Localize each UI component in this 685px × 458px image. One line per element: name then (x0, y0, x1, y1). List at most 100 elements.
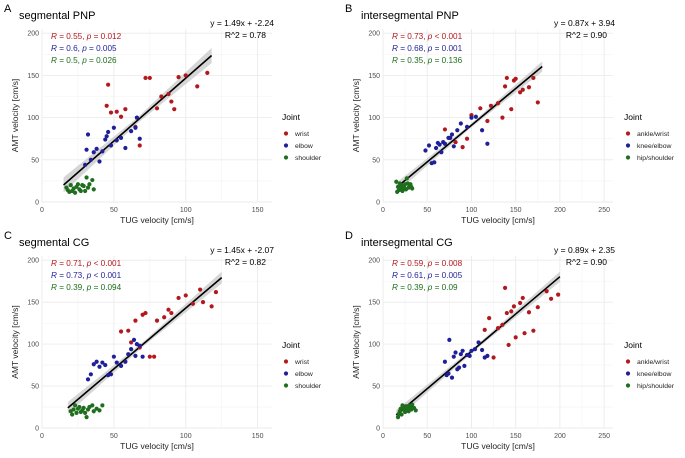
data-point (513, 76, 518, 81)
x-tick-label: 0 (381, 433, 385, 440)
data-point (134, 115, 139, 120)
data-point (526, 85, 532, 90)
legend-label: knee/elbow (637, 143, 671, 150)
stat-annotation-hip-shoulder: R = 0.35, p = 0.136 (392, 56, 463, 65)
x-axis-label: TUG velocity [cm/s] (461, 215, 535, 225)
data-point (464, 124, 470, 129)
data-point (81, 405, 86, 410)
data-point (126, 352, 131, 357)
data-point (453, 350, 458, 355)
chart-panel-a: 0 50 100 150 0 50 100 150 200 TUG velocity [cm/s]… (4, 3, 322, 225)
data-point (129, 347, 134, 352)
data-point (78, 188, 83, 194)
data-point (83, 162, 88, 167)
data-point (460, 348, 465, 353)
x-tick-label: 250 (598, 207, 610, 214)
data-point (462, 363, 467, 369)
panel-title: intersegmental PNP (361, 10, 459, 22)
data-point (520, 295, 525, 301)
y-tick-label: 150 (368, 300, 380, 307)
data-point (556, 292, 561, 297)
data-point (85, 185, 91, 190)
data-point (432, 160, 437, 165)
y-tick-label: 200 (27, 258, 39, 265)
data-point (154, 106, 160, 111)
data-point (479, 128, 485, 133)
data-point (162, 315, 167, 320)
x-tick-label: 0 (40, 207, 44, 214)
data-point (74, 410, 79, 415)
x-tick-label: 100 (466, 433, 478, 440)
data-point (137, 343, 142, 348)
data-point (114, 360, 119, 365)
data-point (103, 137, 108, 142)
legend-label: wrist (294, 359, 309, 366)
data-point (447, 337, 452, 343)
data-point (84, 147, 89, 152)
legend-marker (625, 359, 631, 364)
data-point (100, 403, 105, 408)
legend-label: shoulder (295, 155, 322, 162)
x-tick-label: 50 (110, 207, 118, 214)
data-point (491, 355, 496, 360)
y-tick-label: 150 (368, 73, 380, 80)
data-point (190, 301, 196, 306)
regression-line (395, 276, 561, 416)
data-point (455, 128, 460, 133)
panel-letter: B (345, 3, 352, 15)
legend-marker (625, 143, 631, 148)
stat-annotation-wrist: R = 0.55, p = 0.012 (51, 32, 122, 41)
y-tick-label: 100 (368, 115, 380, 122)
data-point (84, 414, 89, 420)
series-hip-shoulder (394, 176, 415, 194)
data-point (400, 188, 405, 194)
data-point (126, 328, 131, 333)
data-point (118, 363, 124, 369)
legend-title: Joint (282, 112, 301, 122)
data-point (133, 125, 138, 130)
data-point (451, 354, 456, 359)
y-tick-label: 0 (35, 200, 39, 207)
data-point (195, 84, 200, 89)
y-tick-label: 100 (27, 115, 39, 122)
data-point (198, 287, 203, 292)
data-point (485, 353, 490, 358)
x-tick-label: 150 (252, 433, 264, 440)
stat-annotation-elbow: R = 0.73, p < 0.001 (51, 271, 122, 280)
data-point (159, 94, 164, 99)
stat-annotation-elbow: R = 0.6, p = 0.005 (51, 44, 117, 53)
data-point (143, 75, 148, 81)
stat-annotation-ankle-wrist: R = 0.59, p = 0.008 (392, 259, 463, 268)
legend: Joint wrist elbow shoulder (282, 112, 322, 162)
data-point (205, 70, 210, 75)
data-point (442, 127, 448, 132)
y-tick-label: 50 (372, 384, 380, 391)
data-point (88, 157, 93, 162)
data-point (473, 114, 478, 119)
x-tick-label: 100 (180, 207, 192, 214)
panel-letter: D (345, 230, 353, 242)
data-point (90, 177, 95, 183)
data-point (131, 337, 137, 343)
legend-marker (283, 155, 289, 160)
data-point (70, 412, 75, 417)
data-point (166, 91, 171, 97)
data-point (448, 135, 453, 140)
data-point (108, 110, 114, 115)
data-point (472, 347, 478, 352)
y-axis-label: AMT velocity [cm/s] (351, 79, 361, 153)
data-point (544, 289, 549, 294)
series-shoulder (64, 175, 96, 195)
data-point (166, 307, 171, 312)
grid (41, 256, 272, 429)
data-point (97, 159, 102, 164)
data-point (118, 135, 124, 140)
data-point (439, 150, 444, 155)
data-point (88, 372, 93, 377)
y-axis-label: AMT velocity [cm/s] (351, 305, 361, 379)
data-point (91, 150, 96, 155)
data-point (72, 190, 78, 195)
data-point (154, 318, 160, 323)
series-wrist (104, 70, 210, 148)
